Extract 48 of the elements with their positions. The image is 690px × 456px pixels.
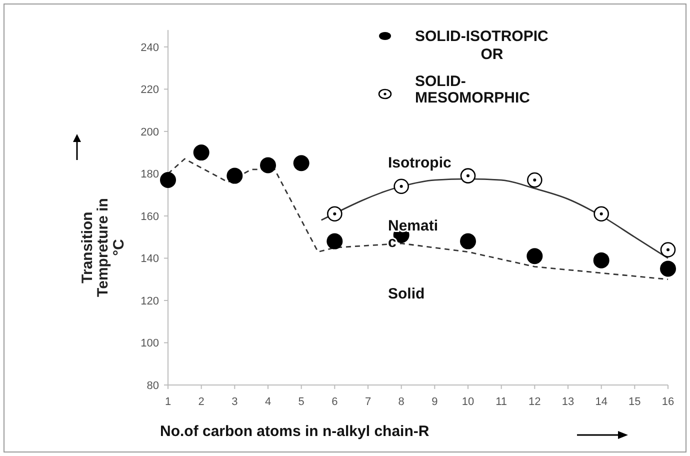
y-tick-label: 140 <box>140 253 159 266</box>
legend-label: SOLID-ISOTROPIC <box>415 28 549 45</box>
point <box>460 168 476 184</box>
point <box>593 252 610 268</box>
x-tick-label: 3 <box>232 396 238 408</box>
x-tick-label: 14 <box>595 396 608 408</box>
y-tick-label: 100 <box>140 338 159 350</box>
point <box>526 248 543 264</box>
x-tick-label: 12 <box>528 396 541 408</box>
x-tick-label: 9 <box>432 396 438 408</box>
point <box>660 260 676 277</box>
annotation: OR <box>480 46 504 63</box>
y-tick-label: 120 <box>140 295 159 308</box>
x-tick-label: 13 <box>562 396 574 408</box>
point <box>594 206 609 222</box>
point <box>394 178 409 194</box>
y-tick-label: 80 <box>146 380 159 392</box>
point <box>226 168 243 184</box>
annotation: Solid <box>388 285 425 302</box>
y-tick-label: 160 <box>140 210 159 223</box>
x-tick-label: 5 <box>298 396 304 408</box>
point <box>327 206 342 222</box>
x-tick-label: 2 <box>198 396 204 408</box>
x-tick-label: 7 <box>364 396 372 408</box>
point <box>160 172 176 188</box>
y-tick-label: 180 <box>140 168 159 181</box>
point <box>660 242 676 258</box>
y-tick-label: 240 <box>140 42 159 54</box>
x-tick-label: 15 <box>628 396 641 408</box>
point <box>527 172 542 188</box>
y-axis-title: Transition Tempreture in °C <box>79 198 128 297</box>
x-tick-label: 16 <box>662 396 674 408</box>
x-tick-label: 11 <box>496 396 508 408</box>
annotation: Isotropic <box>388 154 452 172</box>
x-tick-label: 10 <box>462 396 474 408</box>
point <box>326 233 343 250</box>
legend-label: SOLID-MESOMORPHIC <box>415 73 530 106</box>
x-tick-label: 6 <box>332 396 338 408</box>
x-tick-label: 1 <box>164 396 172 408</box>
x-tick-label: 4 <box>264 396 272 408</box>
point <box>293 155 310 172</box>
point <box>193 144 210 161</box>
y-tick-label: 200 <box>140 126 159 138</box>
x-tick-label: 8 <box>398 396 404 408</box>
point <box>460 233 476 250</box>
x-axis-title: No.of carbon atoms in n-alkyl chain-R <box>160 423 430 440</box>
y-tick-label: 220 <box>140 84 159 96</box>
point <box>260 157 276 174</box>
